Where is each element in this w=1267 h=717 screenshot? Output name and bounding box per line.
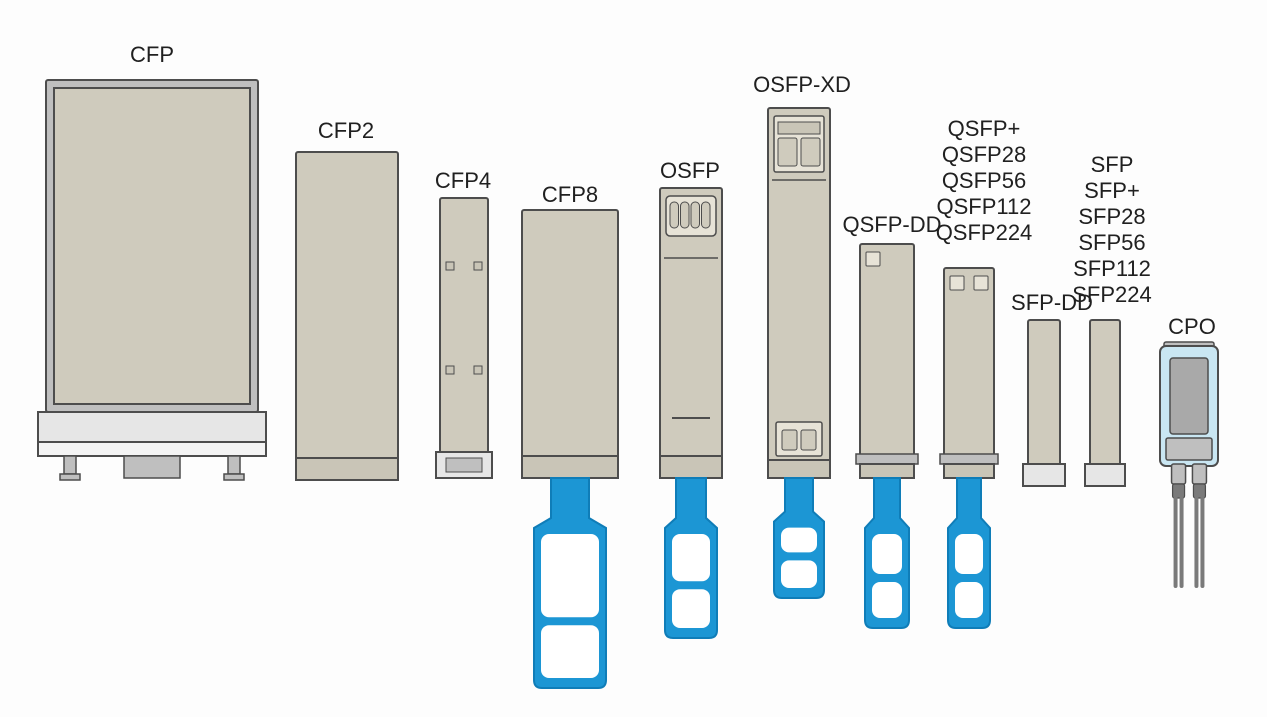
module-sfpdd <box>1023 320 1065 486</box>
label-cpo-0: CPO <box>1168 314 1216 339</box>
label-qsfpdd: QSFP-DD <box>843 212 942 237</box>
label-sfp-0: SFP <box>1091 152 1134 177</box>
label-sfp-4: SFP112 <box>1073 256 1151 281</box>
label-osfp: OSFP <box>660 158 720 183</box>
label-qsfpdd-0: QSFP-DD <box>843 212 942 237</box>
label-cfp-0: CFP <box>130 42 174 67</box>
module-cpo <box>1160 342 1218 586</box>
module-qsfpdd <box>856 244 918 628</box>
label-sfp-2: SFP28 <box>1078 204 1145 229</box>
module-cfp2 <box>296 152 398 480</box>
label-qsfp-2: QSFP56 <box>942 168 1026 193</box>
label-sfp: SFPSFP+SFP28SFP56SFP112SFP224 <box>1072 152 1152 307</box>
module-osfp <box>660 188 722 638</box>
label-cfp2-0: CFP2 <box>318 118 374 143</box>
label-cfp2: CFP2 <box>318 118 374 143</box>
label-qsfp: QSFP+QSFP28QSFP56QSFP112QSFP224 <box>936 116 1033 245</box>
label-cpo: CPO <box>1168 314 1216 339</box>
module-cfp8 <box>522 210 618 688</box>
module-osfpxd <box>768 108 830 598</box>
label-cfp4: CFP4 <box>435 168 491 193</box>
label-osfp-0: OSFP <box>660 158 720 183</box>
module-cfp4 <box>436 198 492 478</box>
label-osfpxd: OSFP-XD <box>753 72 851 97</box>
label-osfpxd-0: OSFP-XD <box>753 72 851 97</box>
label-cfp4-0: CFP4 <box>435 168 491 193</box>
module-sfp <box>1085 320 1125 486</box>
label-sfp-1: SFP+ <box>1084 178 1140 203</box>
label-qsfp-0: QSFP+ <box>948 116 1021 141</box>
label-cfp: CFP <box>130 42 174 67</box>
module-cfp <box>38 80 266 480</box>
label-cfp8: CFP8 <box>542 182 598 207</box>
label-qsfp-1: QSFP28 <box>942 142 1026 167</box>
label-sfp-5: SFP224 <box>1072 282 1152 307</box>
label-sfp-3: SFP56 <box>1078 230 1145 255</box>
label-cfp8-0: CFP8 <box>542 182 598 207</box>
label-qsfp-3: QSFP112 <box>937 194 1032 219</box>
label-qsfp-4: QSFP224 <box>936 220 1033 245</box>
module-qsfp <box>940 268 998 628</box>
